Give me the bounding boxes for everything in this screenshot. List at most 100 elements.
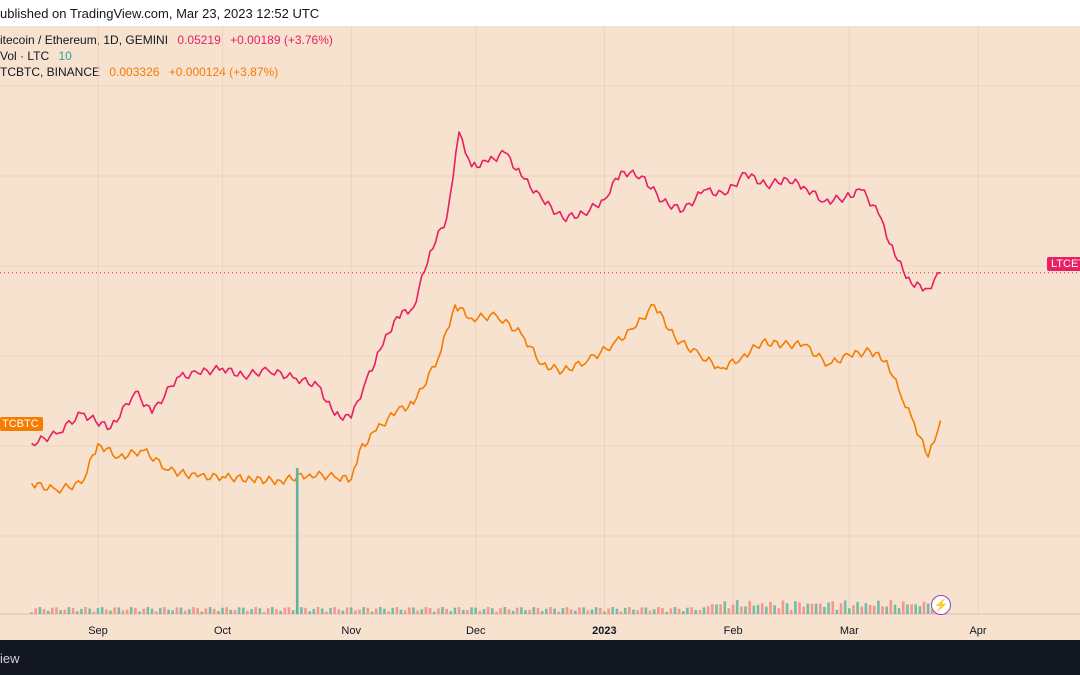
volume-bar: [63, 609, 67, 614]
volume-bar: [358, 609, 361, 614]
legend-row-vol[interactable]: Vol · LTC 10: [0, 48, 339, 64]
volume-bar: [258, 608, 262, 614]
volume-bar: [756, 604, 760, 614]
published-banner: ublished on TradingView.com, Mar 23, 202…: [0, 0, 1080, 26]
volume-bar: [117, 607, 121, 614]
volume-bar: [914, 604, 917, 614]
volume-bar: [428, 608, 432, 614]
volume-bar: [308, 611, 311, 614]
volume-bar: [279, 610, 282, 614]
volume-bar: [105, 609, 108, 614]
volume-bar: [233, 610, 237, 614]
legend-row-ltcbtc[interactable]: TCBTC, BINANCE 0.003326 +0.000124 (+3.87…: [0, 64, 339, 80]
volume-bar: [557, 611, 561, 614]
volume-bar: [387, 611, 390, 614]
volume-bar: [329, 608, 332, 614]
volume-bar: [424, 607, 428, 614]
volume-bar: [183, 610, 187, 614]
volume-bar: [740, 606, 743, 614]
x-tick-label: Mar: [840, 625, 859, 637]
volume-bar: [565, 607, 569, 614]
volume-bar: [520, 607, 523, 614]
volume-bar: [291, 610, 295, 614]
volume-bar: [594, 607, 598, 614]
volume-bar: [702, 607, 706, 614]
volume-bar: [208, 607, 212, 614]
volume-bar: [540, 611, 544, 614]
volume-bar: [470, 607, 473, 614]
volume-bar: [897, 608, 901, 614]
volume-bar: [113, 607, 116, 614]
volume-bar: [902, 601, 905, 614]
chart-legend: itecoin / Ethereum, 1D, GEMINI 0.05219 +…: [0, 32, 339, 80]
volume-bar: [192, 607, 195, 614]
volume-bar: [839, 603, 843, 614]
volume-bar: [341, 610, 345, 614]
volume-bar: [159, 607, 162, 614]
volume-bar: [603, 611, 606, 614]
published-text: ublished on TradingView.com, Mar 23, 202…: [0, 6, 320, 21]
volume-bar: [877, 600, 880, 614]
volume-bar: [843, 600, 847, 614]
legend-ltceth-change: +0.00189 (+3.76%): [230, 33, 333, 47]
legend-row-ltceth[interactable]: itecoin / Ethereum, 1D, GEMINI 0.05219 +…: [0, 32, 339, 48]
volume-bar: [283, 607, 287, 614]
volume-bar: [868, 605, 872, 614]
volume-bar: [926, 603, 930, 614]
volume-bar: [856, 601, 859, 614]
volume-bar: [163, 607, 166, 614]
volume-bar: [831, 601, 834, 614]
price-chart[interactable]: Sep Oct Nov Dec 2023 Feb Mar Apr: [0, 26, 1080, 640]
x-tick-label: 2023: [592, 625, 616, 637]
x-tick-label: Dec: [466, 625, 486, 637]
volume-bar: [623, 607, 627, 614]
volume-bar: [553, 608, 556, 614]
volume-bar: [744, 606, 747, 614]
volume-bar: [673, 607, 677, 614]
footer-brand: iew: [0, 651, 20, 666]
volume-bar: [84, 607, 87, 614]
volume-bar: [711, 604, 714, 614]
volume-bar: [142, 608, 145, 614]
volume-bar: [511, 610, 515, 614]
volume-bar: [918, 606, 922, 614]
volume-bar: [794, 601, 797, 614]
volume-bar: [486, 607, 490, 614]
volume-bar: [864, 603, 868, 614]
volume-bar: [648, 610, 652, 614]
volume-bar: [478, 610, 482, 614]
volume-bar: [561, 608, 565, 614]
volume-bar: [495, 611, 498, 614]
volume-bar: [569, 609, 573, 614]
volume-bar: [412, 607, 415, 614]
volume-bar: [34, 608, 37, 614]
volume-bar: [75, 611, 79, 614]
volume-bar: [785, 603, 789, 614]
volume-bar: [773, 605, 776, 614]
volume-bar: [789, 610, 793, 614]
volume-bar: [30, 612, 33, 614]
volume-bar: [121, 610, 125, 614]
volume-bar: [607, 608, 610, 614]
volume-bar: [582, 607, 585, 614]
volume-bar: [300, 607, 303, 614]
volume-bar: [154, 611, 158, 614]
volume-bar: [910, 604, 913, 614]
x-tick-label: Oct: [214, 625, 231, 637]
volume-bar: [636, 610, 639, 614]
volume-bar: [491, 608, 494, 614]
lightning-icon[interactable]: ⚡: [931, 595, 951, 615]
volume-bar: [752, 605, 756, 614]
volume-bar: [835, 609, 839, 614]
volume-bar: [528, 609, 531, 614]
volume-bar: [860, 606, 864, 614]
volume-bar: [325, 611, 328, 614]
volume-bar: [814, 603, 818, 614]
volume-bar: [640, 607, 644, 614]
volume-bar: [217, 611, 220, 614]
volume-bar: [823, 606, 826, 614]
volume-bar: [225, 607, 228, 614]
volume-bar: [337, 609, 341, 614]
volume-bar: [574, 610, 577, 614]
volume-bar: [51, 607, 54, 614]
